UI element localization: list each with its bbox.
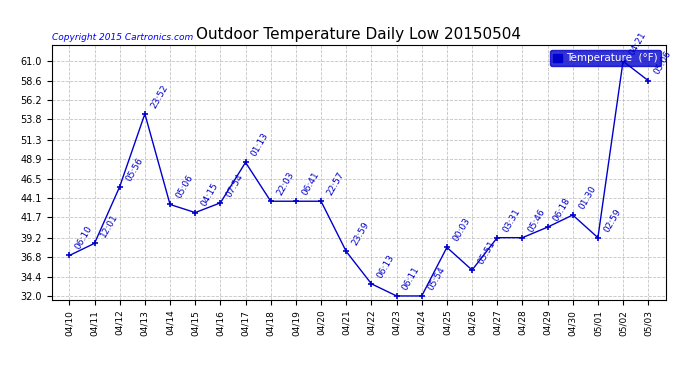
Text: 04:21: 04:21 <box>627 30 648 57</box>
Text: 01:30: 01:30 <box>577 184 598 211</box>
Text: 05:51: 05:51 <box>476 239 497 266</box>
Text: 02:59: 02:59 <box>602 207 623 234</box>
Text: 22:03: 22:03 <box>275 170 295 197</box>
Text: 06:13: 06:13 <box>375 253 396 280</box>
Text: 07:54: 07:54 <box>224 172 245 199</box>
Text: 06:41: 06:41 <box>300 170 321 197</box>
Text: 05:54: 05:54 <box>426 265 446 292</box>
Text: 22:57: 22:57 <box>325 170 346 197</box>
Text: 00:03: 00:03 <box>451 216 472 243</box>
Text: 06:10: 06:10 <box>74 224 95 251</box>
Text: 23:59: 23:59 <box>351 220 371 247</box>
Text: 05:06: 05:06 <box>653 50 673 76</box>
Text: 23:52: 23:52 <box>149 83 170 110</box>
Text: 01:13: 01:13 <box>250 131 270 158</box>
Text: 12:01: 12:01 <box>99 212 119 239</box>
Text: 06:11: 06:11 <box>401 265 422 292</box>
Text: 06:18: 06:18 <box>552 196 573 223</box>
Text: 05:46: 05:46 <box>526 207 547 234</box>
Title: Outdoor Temperature Daily Low 20150504: Outdoor Temperature Daily Low 20150504 <box>196 27 522 42</box>
Text: 05:56: 05:56 <box>124 156 145 183</box>
Text: 05:06: 05:06 <box>174 173 195 200</box>
Text: 04:15: 04:15 <box>199 182 220 209</box>
Text: 03:31: 03:31 <box>502 207 522 234</box>
Text: Copyright 2015 Cartronics.com: Copyright 2015 Cartronics.com <box>52 33 193 42</box>
Legend: Temperature  (°F): Temperature (°F) <box>550 50 660 66</box>
